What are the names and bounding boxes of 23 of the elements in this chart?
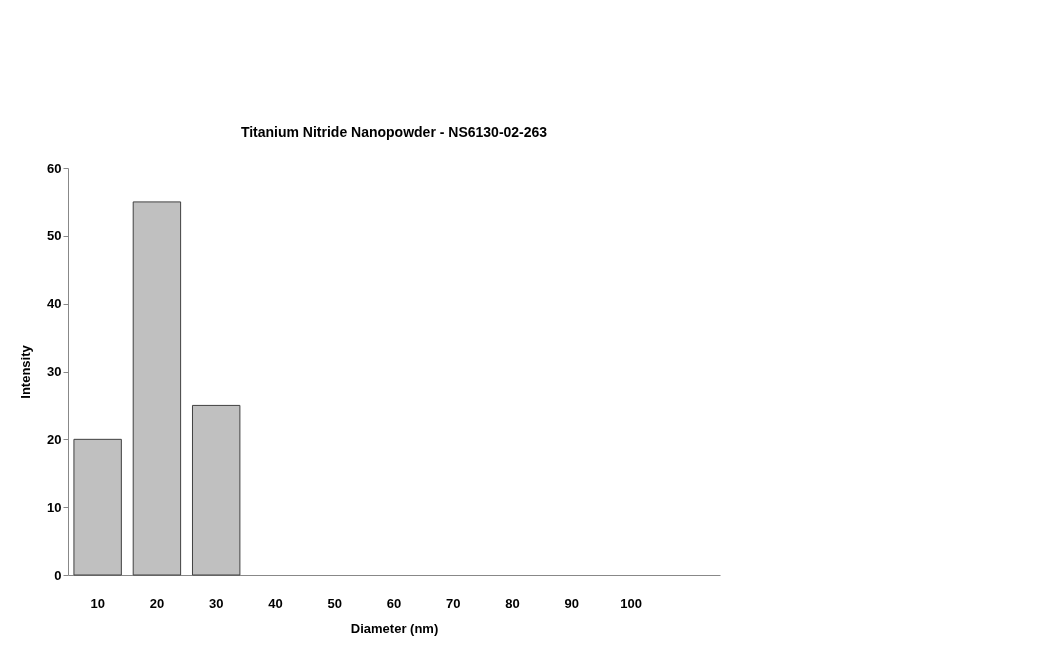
x-tick-label: 40	[268, 595, 283, 611]
bar	[73, 438, 122, 576]
y-tick-label: 60	[47, 160, 62, 176]
x-tick-label: 50	[327, 595, 342, 611]
bar	[191, 404, 241, 576]
y-tick-label: 40	[47, 296, 62, 312]
y-tick-label: 0	[54, 567, 62, 583]
y-tick-label: 30	[47, 364, 62, 379]
chart-title: Titanium Nitride Nanopowder - NS6130-02-263	[240, 124, 548, 140]
x-tick-label: 70	[446, 595, 461, 611]
x-tick-label: 10	[90, 595, 105, 611]
y-axis-title: Intensity	[18, 344, 34, 399]
x-tick-label: 90	[564, 595, 580, 611]
x-tick-label: 100	[620, 595, 642, 611]
x-tick-label: 80	[505, 595, 520, 611]
bar	[132, 201, 182, 576]
y-tick-label: 50	[47, 228, 62, 244]
y-tick-label: 20	[47, 431, 62, 447]
x-tick-label: 30	[208, 595, 224, 611]
x-tick-label: 60	[386, 595, 402, 611]
y-tick-label: 10	[47, 499, 62, 515]
x-tick-label: 20	[149, 595, 165, 611]
x-axis-title: Diameter (nm)	[350, 620, 439, 636]
